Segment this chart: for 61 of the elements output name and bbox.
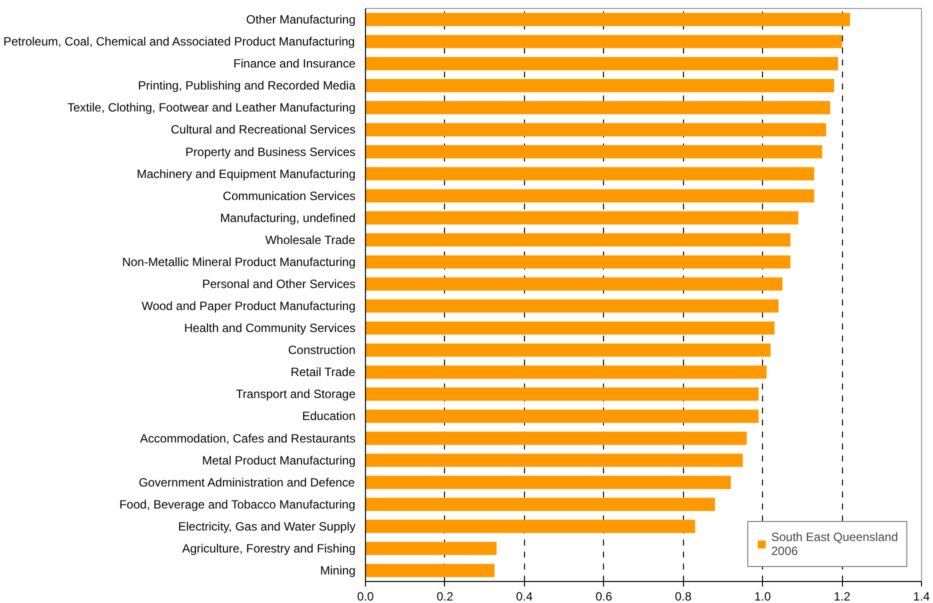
y-tick-label: Other Manufacturing bbox=[246, 12, 356, 27]
y-tick-label: Cultural and Recreational Services bbox=[170, 122, 356, 137]
bar bbox=[366, 211, 798, 224]
bar bbox=[366, 123, 826, 136]
bar bbox=[366, 564, 495, 578]
bar bbox=[366, 79, 834, 92]
bar bbox=[366, 321, 775, 335]
y-tick-label: Personal and Other Services bbox=[202, 276, 356, 291]
y-tick-label: Manufacturing, undefined bbox=[220, 210, 356, 225]
bar bbox=[366, 498, 715, 511]
y-tick-label: Health and Community Services bbox=[184, 321, 356, 336]
y-tick-label: Finance and Insurance bbox=[233, 56, 356, 71]
bar bbox=[366, 454, 743, 467]
y-tick-label: Textile, Clothing, Footwear and Leather Manufacturing bbox=[67, 100, 356, 115]
bar bbox=[366, 101, 830, 114]
y-tick-label: Communication Services bbox=[222, 188, 356, 203]
x-tick-label: 0.2 bbox=[436, 590, 454, 603]
legend-label: South East Queensland 2006 bbox=[771, 530, 898, 558]
bar bbox=[366, 277, 782, 291]
y-tick-label: Wholesale Trade bbox=[265, 232, 356, 247]
bar bbox=[366, 233, 790, 247]
y-tick-label: Mining bbox=[320, 563, 356, 578]
bar bbox=[366, 189, 814, 202]
bar bbox=[366, 145, 822, 158]
bar bbox=[366, 476, 731, 489]
bar bbox=[366, 410, 759, 423]
bar bbox=[366, 388, 759, 401]
bar bbox=[366, 520, 696, 534]
bar bbox=[366, 255, 790, 269]
bar bbox=[366, 343, 771, 357]
y-tick-label: Machinery and Equipment Manufacturing bbox=[136, 166, 356, 181]
y-tick-label: Non-Metallic Mineral Product Manufacturing bbox=[122, 254, 356, 269]
x-tick-label: 1.2 bbox=[834, 590, 851, 603]
y-tick-label: Agriculture, Forestry and Fishing bbox=[182, 541, 356, 556]
bar bbox=[366, 56, 838, 70]
y-tick-label: Education bbox=[302, 409, 356, 424]
bar bbox=[366, 542, 497, 556]
y-tick-label: Food, Beverage and Tobacco Manufacturing bbox=[119, 497, 356, 512]
bar bbox=[366, 299, 779, 313]
y-tick-label: Metal Product Manufacturing bbox=[202, 453, 356, 468]
bar bbox=[366, 12, 850, 26]
y-tick-label: Petroleum, Coal, Chemical and Associated Product Manufacturing bbox=[3, 34, 355, 49]
x-tick-label: 0.0 bbox=[357, 590, 374, 603]
x-tick-label: 0.4 bbox=[516, 590, 534, 603]
x-tick-label: 0.8 bbox=[674, 590, 692, 603]
y-tick-label: Wood and Paper Product Manufacturing bbox=[142, 299, 356, 314]
bar bbox=[366, 366, 767, 379]
x-tick-label: 1.0 bbox=[754, 590, 772, 603]
y-tick-label: Property and Business Services bbox=[185, 144, 356, 159]
y-tick-label: Retail Trade bbox=[290, 365, 356, 380]
bar bbox=[366, 167, 814, 180]
y-tick-label: Transport and Storage bbox=[236, 387, 356, 402]
y-tick-label: Government Administration and Defence bbox=[138, 475, 356, 490]
y-tick-label: Accommodation, Cafes and Restaurants bbox=[140, 431, 356, 446]
y-tick-label: Construction bbox=[288, 343, 356, 358]
y-tick-label: Printing, Publishing and Recorded Media bbox=[138, 78, 356, 93]
x-tick-label: 0.6 bbox=[595, 590, 612, 603]
bar bbox=[366, 34, 842, 48]
bar bbox=[366, 432, 747, 445]
y-tick-label: Electricity, Gas and Water Supply bbox=[178, 519, 356, 534]
x-tick-label: 1.4 bbox=[913, 590, 930, 603]
